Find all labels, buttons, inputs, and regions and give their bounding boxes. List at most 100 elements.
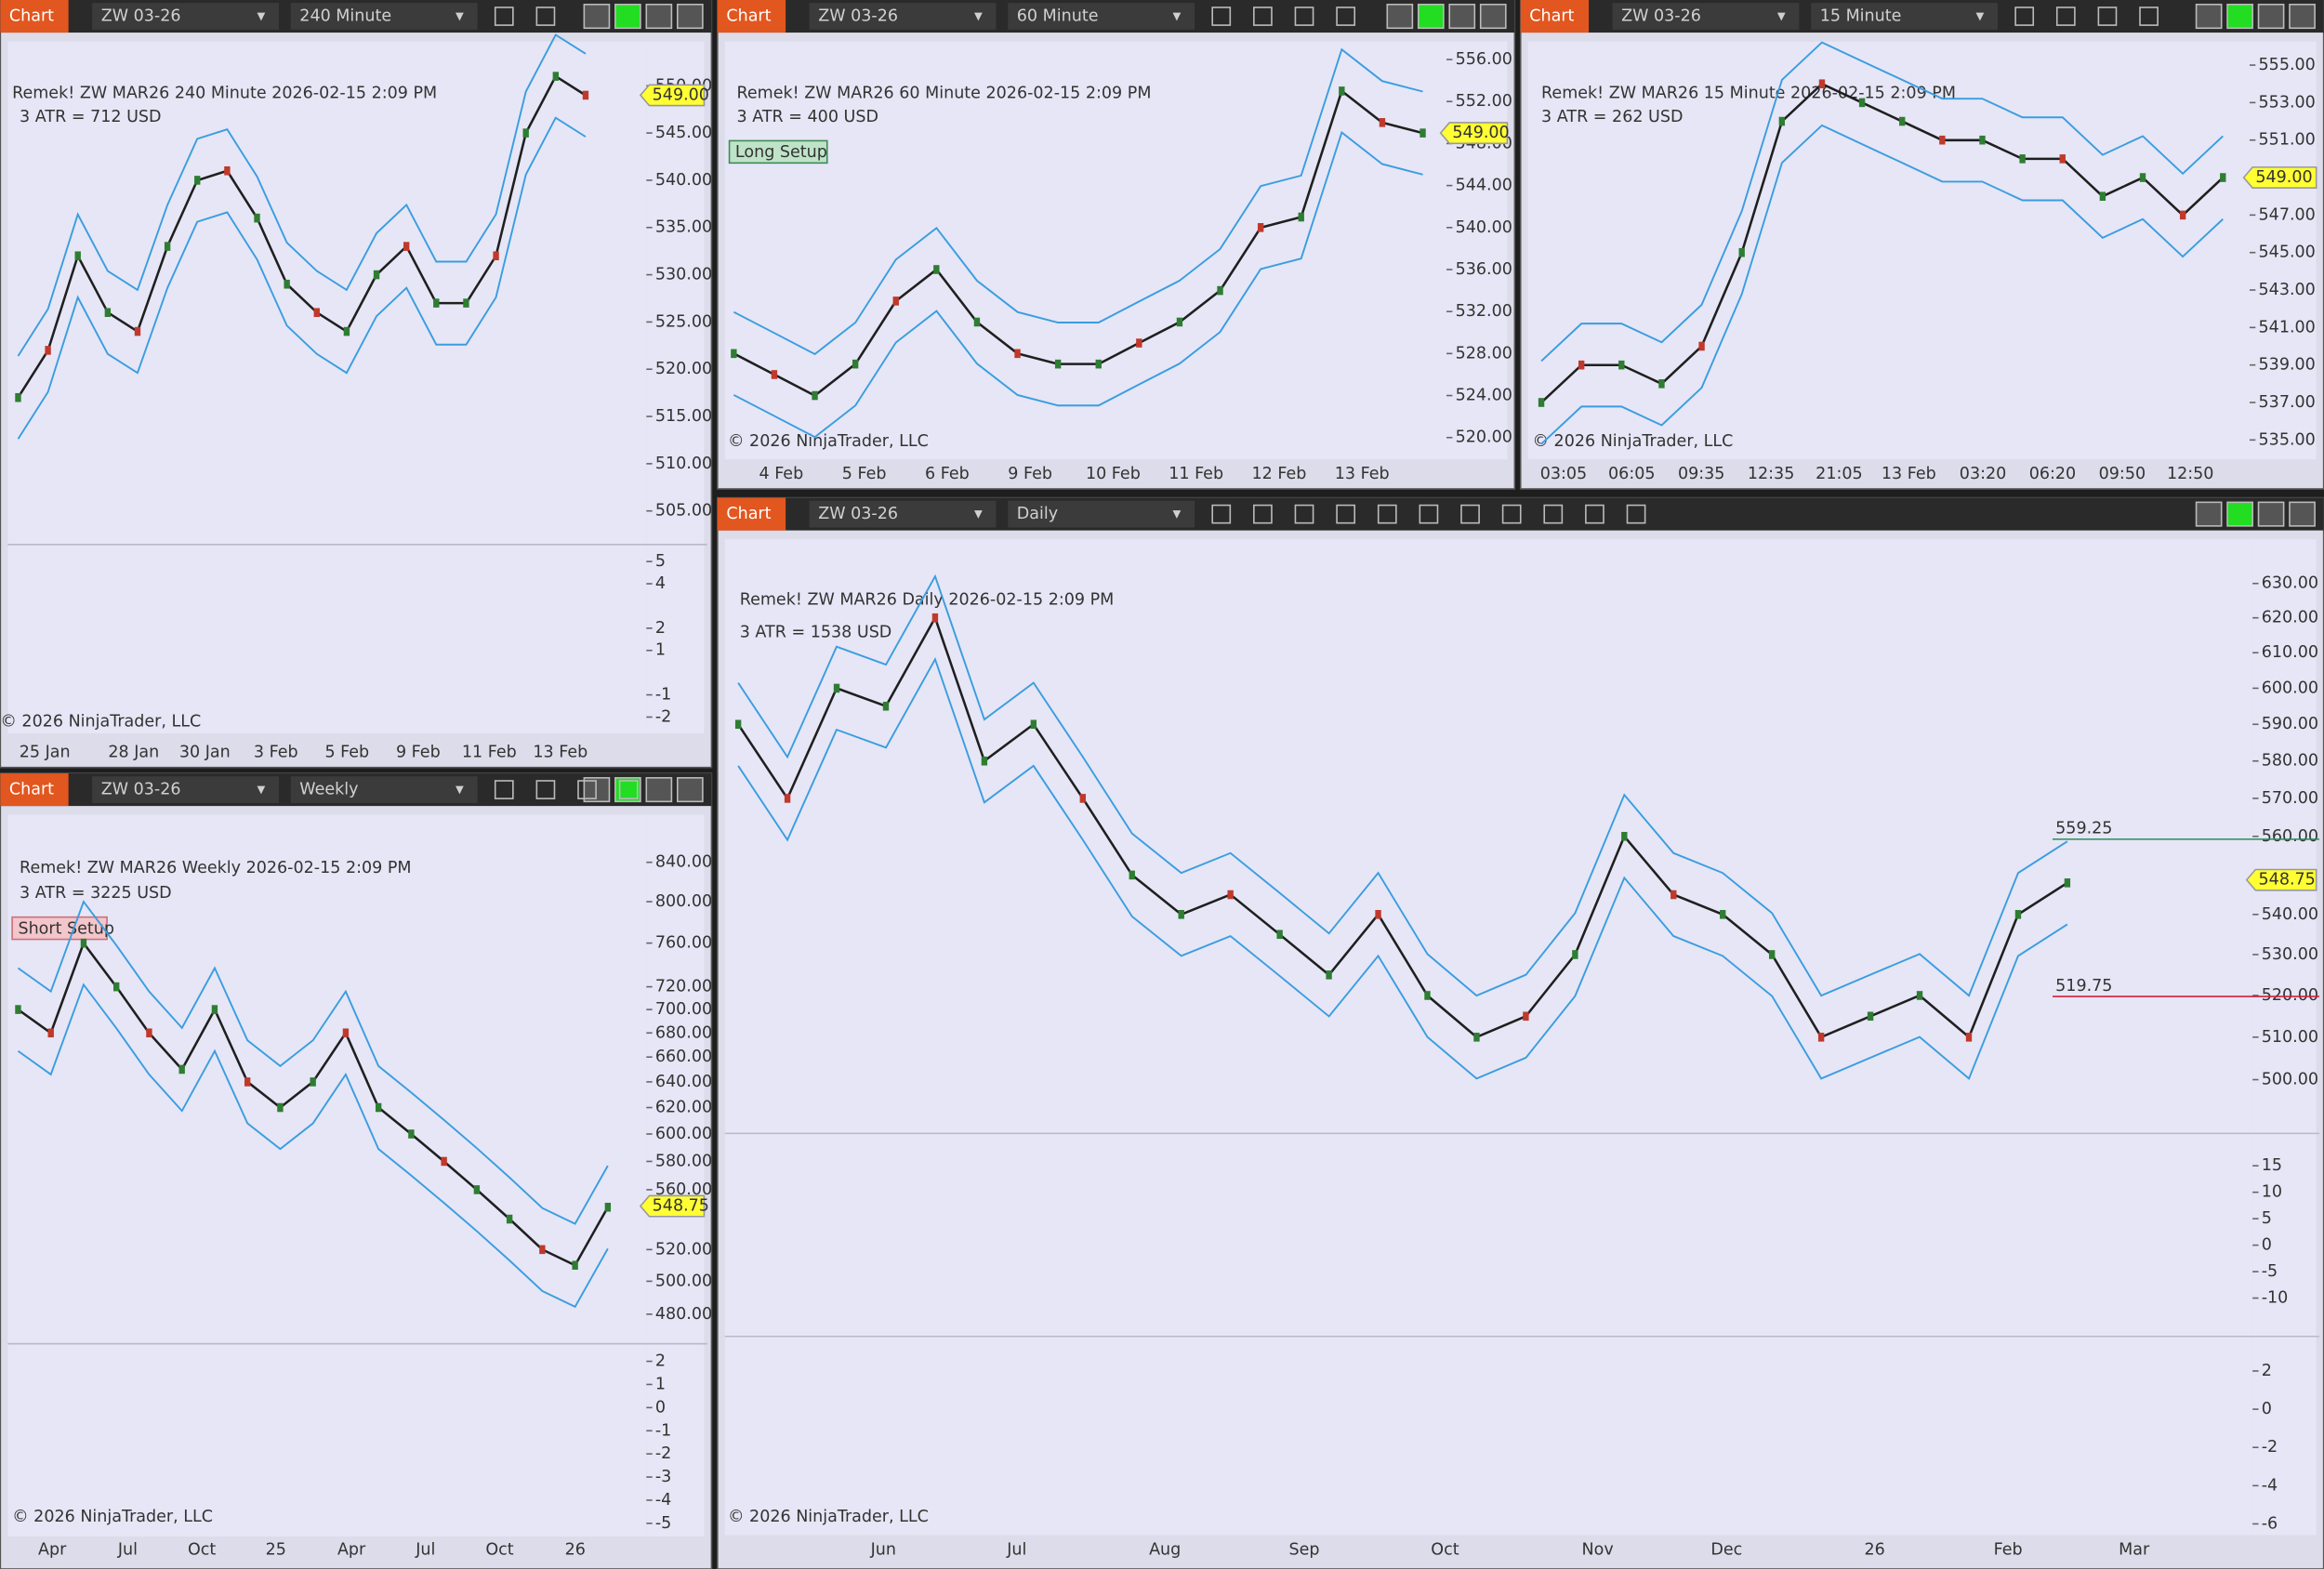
window-button[interactable] xyxy=(645,777,673,803)
window-button[interactable] xyxy=(1448,3,1476,30)
toolbar-icon[interactable] xyxy=(1253,504,1273,524)
price-tag xyxy=(639,1194,706,1218)
toolbar-icon[interactable] xyxy=(494,7,514,26)
candle xyxy=(373,270,380,280)
chart-tab-label: Chart xyxy=(1529,7,1574,26)
toolbar-icon[interactable] xyxy=(1626,504,1646,524)
y-tick-label: 480.00 xyxy=(655,1305,712,1324)
candle xyxy=(1178,910,1184,919)
candle xyxy=(1858,98,1866,108)
toolbar-icon[interactable] xyxy=(1336,504,1356,524)
window-button[interactable] xyxy=(676,777,704,803)
candle xyxy=(833,683,840,693)
dropdown-arrow: ▾ xyxy=(257,781,265,799)
x-tick-label: Nov xyxy=(1582,1540,1614,1559)
toolbar-icon[interactable] xyxy=(1211,7,1232,26)
instrument-dropdown[interactable] xyxy=(1612,3,1800,30)
toolbar-icon[interactable] xyxy=(577,780,597,799)
toolbar-icon[interactable] xyxy=(1543,504,1564,524)
dropdown-arrow: ▾ xyxy=(456,7,464,26)
interval-dropdown[interactable] xyxy=(290,776,478,803)
candle xyxy=(146,1028,152,1038)
window-button[interactable] xyxy=(583,3,611,30)
window-button[interactable] xyxy=(2257,3,2285,30)
toolbar-icon[interactable] xyxy=(2014,7,2035,26)
window-button[interactable] xyxy=(2195,501,2223,527)
y-tick-label: 505.00 xyxy=(655,502,712,521)
window-button[interactable] xyxy=(2226,501,2253,527)
candle xyxy=(1054,359,1062,369)
dropdown-arrow: ▾ xyxy=(1975,7,1984,26)
window-button[interactable] xyxy=(1386,3,1414,30)
y-tick-label: -1 xyxy=(655,686,671,705)
candle xyxy=(1276,930,1283,940)
plot-area xyxy=(724,539,2253,1536)
toolbar-icon[interactable] xyxy=(1419,504,1439,524)
title-bar: Chart ZW 03-26 ▾ 15 Minute ▾ xyxy=(1520,0,2324,33)
x-tick-label: 3 Feb xyxy=(254,744,298,762)
window-button[interactable] xyxy=(614,3,641,30)
window-button[interactable] xyxy=(1479,3,1507,30)
y-tick-label: 545.00 xyxy=(655,124,712,142)
y-tick-label: 580.00 xyxy=(2262,752,2318,771)
interval-dropdown[interactable] xyxy=(1008,3,1195,30)
candle xyxy=(113,982,120,992)
toolbar-icon[interactable] xyxy=(1336,7,1356,26)
y-tick-label: 544.00 xyxy=(1456,177,1512,195)
dropdown-arrow: ▾ xyxy=(1777,7,1786,26)
y-tick-label: 541.00 xyxy=(2259,318,2316,336)
window-button[interactable] xyxy=(1417,3,1445,30)
interval-dropdown[interactable] xyxy=(1811,3,1998,30)
last-price: 549.00 xyxy=(1452,124,1509,142)
y-tick-label: 1 xyxy=(655,1375,666,1393)
window-button[interactable] xyxy=(2289,501,2316,527)
instrument-dropdown[interactable] xyxy=(92,776,280,803)
toolbar-icon[interactable] xyxy=(1253,7,1273,26)
interval-dropdown[interactable] xyxy=(290,3,478,30)
window-button[interactable] xyxy=(2195,3,2223,30)
window-button[interactable] xyxy=(2257,501,2285,527)
toolbar-icon[interactable] xyxy=(1460,504,1480,524)
candle xyxy=(2059,154,2066,164)
toolbar-icon[interactable] xyxy=(1585,504,1604,524)
toolbar-icon[interactable] xyxy=(1294,504,1314,524)
instrument-dropdown[interactable] xyxy=(809,500,997,528)
title-bar: Chart ZW 03-26 ▾ 240 Minute ▾ xyxy=(0,0,712,33)
toolbar-icon[interactable] xyxy=(618,780,639,799)
level-label: 519.75 xyxy=(2055,977,2112,995)
toolbar-icon[interactable] xyxy=(1294,7,1314,26)
candle xyxy=(812,390,818,401)
x-tick-label: 21:05 xyxy=(1816,465,1862,483)
toolbar-icon[interactable] xyxy=(2055,7,2076,26)
candle xyxy=(493,251,499,261)
window-button[interactable] xyxy=(2226,3,2253,30)
x-tick-label: Oct xyxy=(188,1540,216,1559)
instrument-dropdown[interactable] xyxy=(809,3,997,30)
x-tick-label: 13 Feb xyxy=(533,744,588,762)
last-price: 548.75 xyxy=(2259,871,2316,890)
candle xyxy=(506,1214,513,1224)
toolbar-icon[interactable] xyxy=(1211,504,1232,524)
y-tick-label: 556.00 xyxy=(1456,50,1512,69)
toolbar-icon[interactable] xyxy=(535,7,556,26)
y-tick-label: 5 xyxy=(655,552,666,571)
toolbar-icon[interactable] xyxy=(2139,7,2159,26)
candle xyxy=(1176,317,1183,327)
interval-dropdown[interactable] xyxy=(1008,500,1195,528)
x-tick-label: 25 Jan xyxy=(20,744,71,762)
price-band xyxy=(17,982,609,1309)
candle xyxy=(582,90,589,100)
candle xyxy=(1339,86,1345,96)
title-bar: Chart ZW 03-26 ▾ Daily ▾ xyxy=(717,497,2324,531)
window-button[interactable] xyxy=(676,3,704,30)
atr-label: 3 ATR = 262 USD xyxy=(1541,108,1683,126)
toolbar-icon[interactable] xyxy=(1377,504,1397,524)
y-tick-label: 551.00 xyxy=(2259,131,2316,150)
window-button[interactable] xyxy=(2289,3,2316,30)
window-button[interactable] xyxy=(645,3,673,30)
toolbar-icon[interactable] xyxy=(2097,7,2118,26)
toolbar-icon[interactable] xyxy=(494,780,514,799)
toolbar-icon[interactable] xyxy=(1501,504,1522,524)
instrument-dropdown[interactable] xyxy=(92,3,280,30)
toolbar-icon[interactable] xyxy=(535,780,556,799)
